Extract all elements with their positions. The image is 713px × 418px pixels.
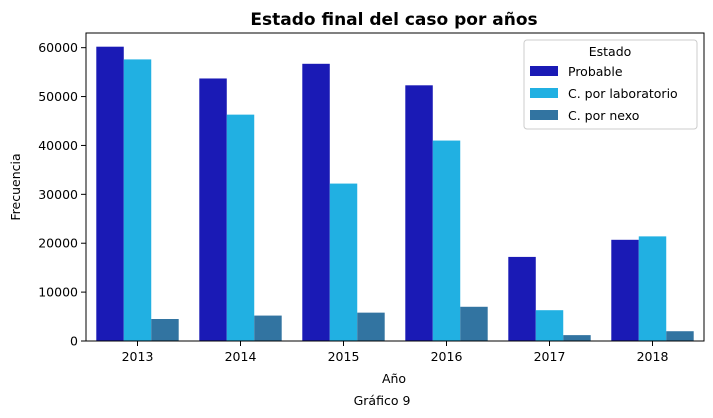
legend-label-laboratorio: C. por laboratorio <box>568 86 678 101</box>
y-tick-label: 10000 <box>38 285 78 300</box>
legend-swatch-laboratorio <box>530 88 558 98</box>
y-tick-label: 30000 <box>38 187 78 202</box>
y-tick-label: 20000 <box>38 236 78 251</box>
bar-2015-series-2 <box>357 312 385 341</box>
bar-2016-series-0 <box>405 85 433 341</box>
legend-label-nexo: C. por nexo <box>568 108 639 123</box>
bar-2015-series-0 <box>302 63 330 342</box>
legend-title: Estado <box>589 44 632 59</box>
legend-box <box>523 39 698 130</box>
bar-2013-series-1 <box>123 59 152 342</box>
bars-group <box>96 46 694 342</box>
x-tick-label: 2014 <box>225 349 257 364</box>
y-tick-label: 50000 <box>38 89 78 104</box>
chart-title: Estado final del caso por años <box>250 10 537 30</box>
legend: Estado Probable C. por laboratorio C. po… <box>523 39 698 130</box>
bar-2013-series-2 <box>151 319 179 341</box>
x-tick-label: 2013 <box>122 349 154 364</box>
bar-2016-series-1 <box>432 140 461 341</box>
plot-frame <box>85 32 705 342</box>
x-axis-label: Año <box>382 371 406 386</box>
bar-2015-series-1 <box>329 183 358 341</box>
bar-2017-series-0 <box>508 256 536 341</box>
bar-2017-series-1 <box>535 310 564 341</box>
bar-2018-series-0 <box>611 239 639 341</box>
bar-2014-series-1 <box>226 114 255 341</box>
x-axis: 2013 2014 2015 2016 2017 2018 <box>122 341 669 364</box>
bar-2014-series-2 <box>254 315 282 341</box>
x-tick-label: 2017 <box>534 349 566 364</box>
y-tick-label: 0 <box>70 334 78 349</box>
bar-2013-series-0 <box>96 46 124 341</box>
y-axis-label: Frecuencia <box>8 153 23 220</box>
bar-2018-series-1 <box>638 236 667 341</box>
y-axis: 0 10000 20000 30000 40000 50000 60000 <box>38 40 86 349</box>
bar-2017-series-2 <box>563 335 591 341</box>
legend-swatch-probable <box>530 66 558 76</box>
bar-2018-series-2 <box>666 331 694 341</box>
bar-2016-series-2 <box>460 306 488 341</box>
y-tick-label: 60000 <box>38 40 78 55</box>
x-tick-label: 2016 <box>431 349 463 364</box>
legend-label-probable: Probable <box>568 64 623 79</box>
x-tick-label: 2018 <box>637 349 669 364</box>
x-tick-label: 2015 <box>328 349 360 364</box>
y-tick-label: 40000 <box>38 138 78 153</box>
legend-swatch-nexo <box>530 110 558 120</box>
bar-2014-series-0 <box>199 78 227 341</box>
chart-caption: Gráfico 9 <box>354 393 411 408</box>
